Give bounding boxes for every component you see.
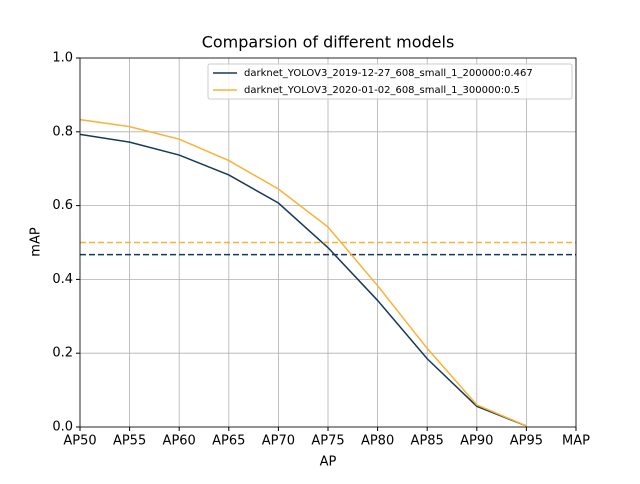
x-tick-label: AP60 (163, 434, 196, 449)
x-tick-label: AP75 (311, 434, 344, 449)
series-line (79, 118, 527, 427)
x-tick-label: AP85 (411, 434, 444, 449)
plot-frame (79, 57, 577, 428)
x-tick-label: AP90 (460, 434, 493, 449)
y-tick-label: 0.4 (52, 272, 73, 287)
x-axis-label: AP (320, 455, 337, 470)
y-tick-label: 0.6 (52, 198, 73, 213)
y-tick-label: 1.0 (52, 51, 73, 66)
x-tick-label: MAP (562, 434, 590, 449)
y-tick-label: 0.8 (52, 124, 73, 139)
x-tick-label: AP70 (262, 434, 295, 449)
x-tick-label: AP50 (63, 434, 96, 449)
x-tick-label: AP55 (113, 434, 146, 449)
legend-box (207, 63, 573, 100)
x-tick-label: AP80 (361, 434, 394, 449)
chart-title: Comparsion of different models (202, 33, 455, 52)
y-tick-label: 0.0 (52, 420, 73, 435)
x-tick-label: AP95 (510, 434, 543, 449)
x-tick-label: AP65 (212, 434, 245, 449)
series-line (79, 133, 527, 427)
y-tick-label: 0.2 (52, 346, 73, 361)
legend-label: darknet_YOLOV3_2019-12-27_608_small_1_20… (244, 68, 533, 79)
legend: darknet_YOLOV3_2019-12-27_608_small_1_20… (207, 63, 573, 100)
legend-label: darknet_YOLOV3_2020-01-02_608_small_1_30… (244, 85, 520, 96)
y-axis-label: mAP (29, 227, 44, 257)
